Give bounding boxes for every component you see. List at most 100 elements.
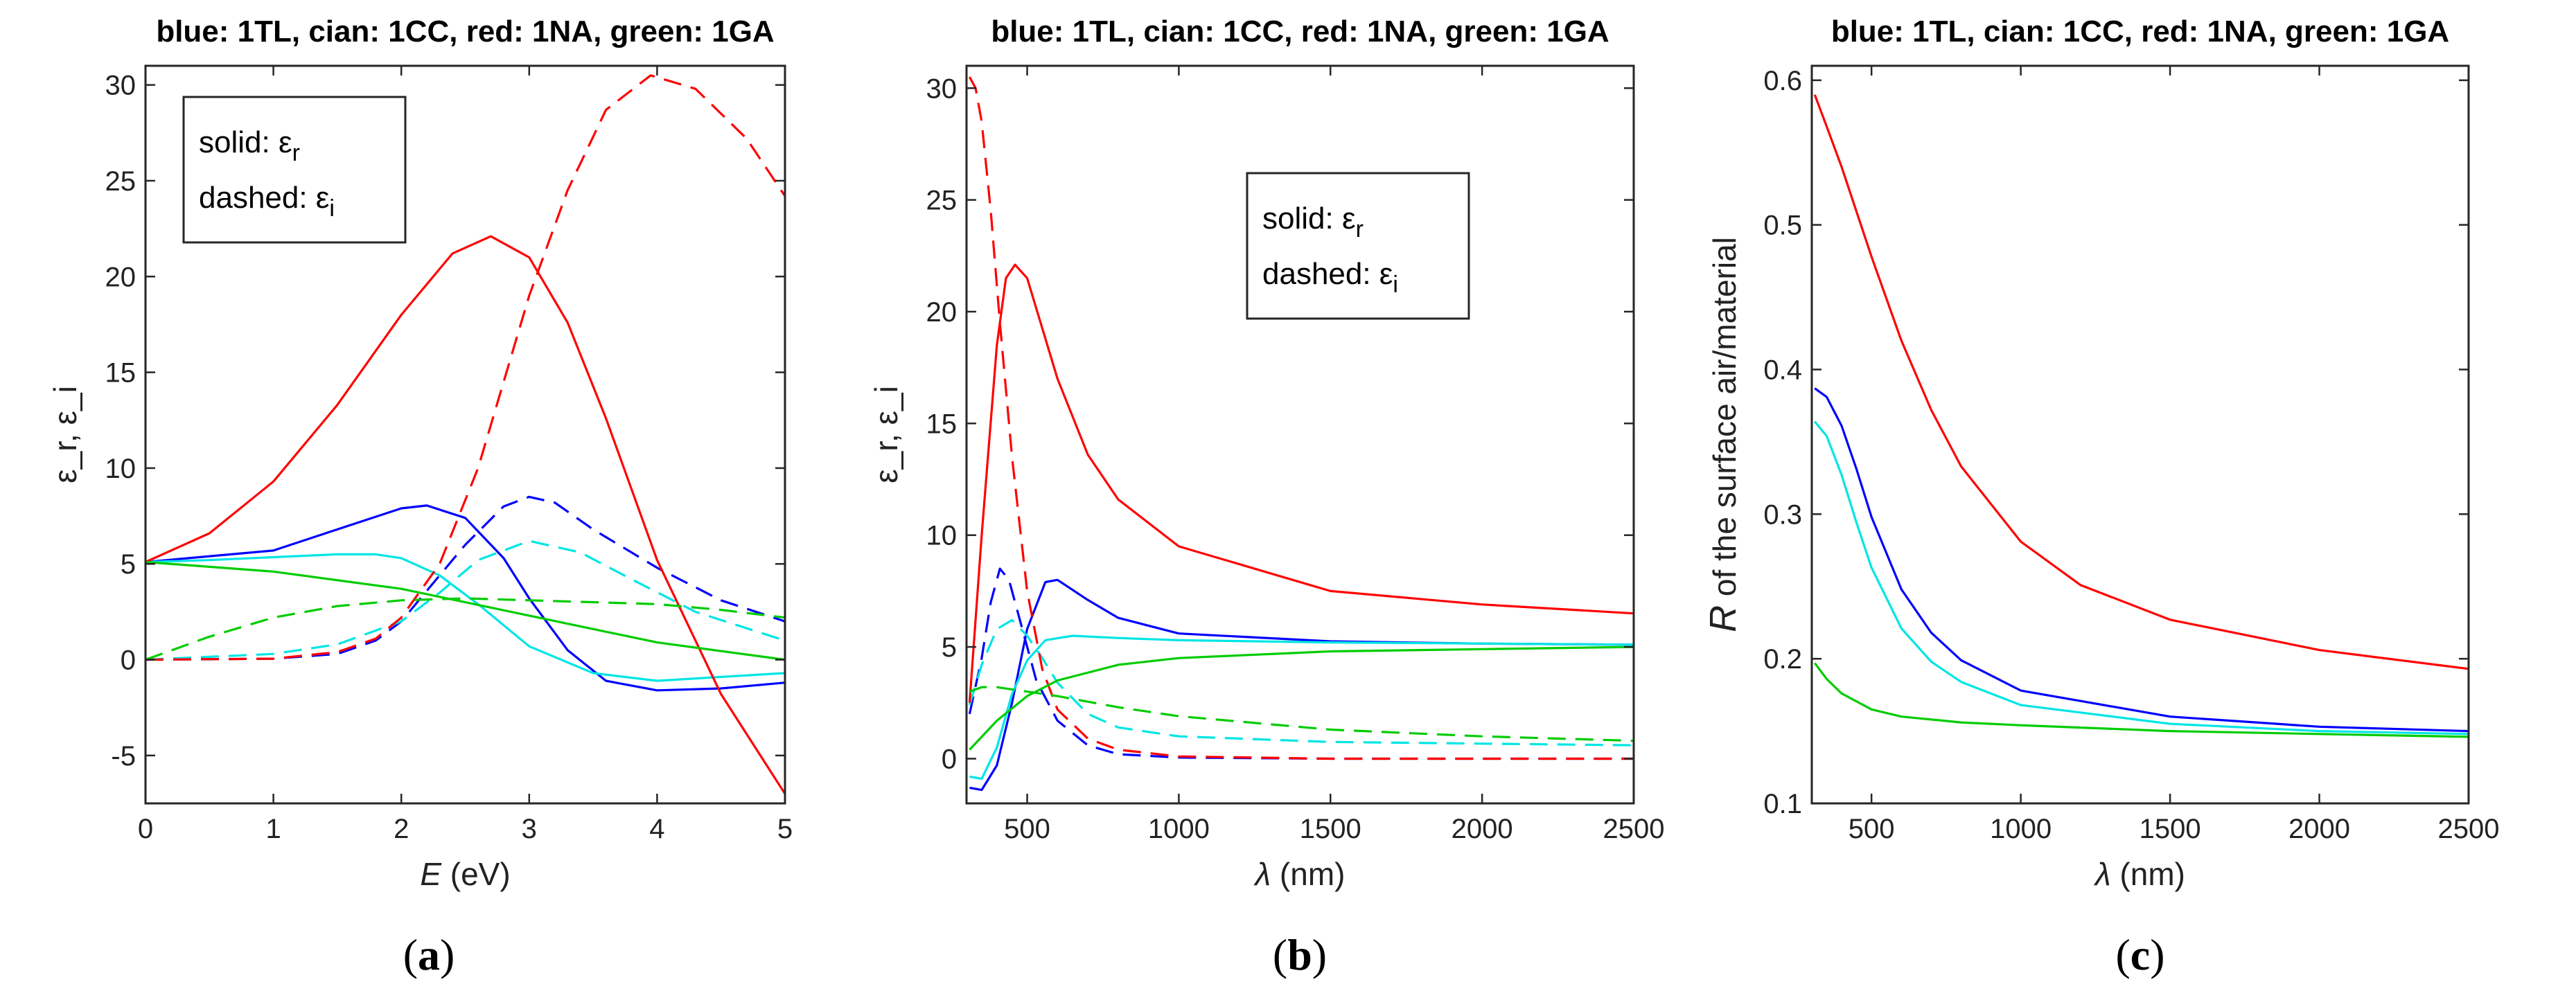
series-line (145, 235, 785, 795)
x-tick-label: 1500 (1300, 814, 1361, 844)
chart-title: blue: 1TL, cian: 1CC, red: 1NA, green: 1… (991, 15, 1609, 48)
y-tick-label: 0 (942, 744, 957, 774)
panel-caption-letter: a (418, 930, 440, 979)
plot-frame (1810, 64, 2470, 805)
series-line (968, 567, 1634, 760)
series-line (968, 618, 1634, 747)
legend-solid-main: solid: ε (1262, 202, 1356, 235)
series-line (145, 74, 785, 661)
legend-solid-sub: r (292, 140, 300, 166)
panel-b: blue: 1TL, cian: 1CC, red: 1NA, green: 1… (868, 15, 1664, 979)
y-tick-label: 15 (926, 409, 958, 439)
series-group (145, 74, 785, 795)
series-line (145, 560, 785, 661)
legend-dashed: dashed: εi (1262, 257, 1398, 298)
y-axis-label-var: R (1702, 605, 1744, 632)
legend-solid-sub: r (1356, 216, 1364, 242)
panel-caption: (a) (403, 930, 455, 979)
legend-dashed-main: dashed: ε (199, 181, 329, 215)
x-axis-label-unit: (eV) (441, 856, 511, 892)
y-tick-label: 0.6 (1763, 66, 1802, 96)
y-tick-label: 15 (105, 358, 136, 389)
series-line (1814, 420, 2469, 736)
x-tick-label: 2500 (1603, 814, 1665, 844)
y-tick-label: 20 (926, 297, 958, 328)
x-tick-label: 1000 (1990, 814, 2052, 844)
series-line (1813, 94, 2469, 670)
y-axis-label-rest: of the surface air/material (1706, 237, 1743, 605)
x-axis-label-var: λ (2093, 856, 2111, 892)
x-tick-label: 2 (394, 814, 409, 844)
legend-dashed: dashed: εi (199, 181, 335, 222)
x-axis-label-unit: (nm) (2111, 856, 2185, 892)
y-tick-label: 0.4 (1763, 355, 1802, 386)
series-line (968, 76, 1634, 760)
x-axis-label-var: λ (1253, 856, 1271, 892)
panel-caption-close: ) (440, 930, 455, 979)
y-tick-label: 30 (926, 73, 958, 104)
panel-caption-open: ( (403, 930, 418, 979)
panel-caption-close: ) (2150, 930, 2164, 979)
series-line (1814, 387, 2469, 733)
legend-box (182, 96, 407, 244)
y-tick-label: 0.5 (1763, 211, 1802, 241)
series-line (145, 597, 785, 661)
legend-dashed-sub: i (329, 195, 335, 222)
legend: solid: εr dashed: εi (182, 96, 407, 244)
x-tick-label: 1000 (1148, 814, 1210, 844)
plot-frame (144, 64, 786, 805)
series-line (145, 495, 785, 661)
series-line (969, 634, 1634, 781)
panel-caption-open: ( (2115, 930, 2130, 979)
legend-solid: solid: εr (1262, 202, 1364, 242)
x-tick-label: 500 (1004, 814, 1050, 844)
chart-title: blue: 1TL, cian: 1CC, red: 1NA, green: 1… (1831, 15, 2449, 48)
x-tick-label: 5 (777, 814, 793, 844)
legend-solid: solid: εr (199, 125, 300, 166)
panel-caption: (b) (1273, 930, 1327, 979)
y-tick-label: 10 (105, 454, 136, 484)
x-axis-label: λ (nm) (1253, 856, 1346, 892)
y-tick-label: 5 (942, 632, 957, 663)
y-tick-label: 25 (105, 166, 136, 197)
series-line (145, 540, 785, 661)
y-axis-label: R of the surface air/material (1702, 237, 1744, 632)
plot-frame (965, 64, 1635, 805)
panel-caption-close: ) (1312, 930, 1327, 979)
series-group (1813, 94, 2469, 738)
x-axis-label-var: E (420, 856, 442, 892)
legend: solid: εr dashed: εi (1246, 172, 1470, 320)
x-tick-label: 2000 (1452, 814, 1513, 844)
y-tick-label: 30 (105, 71, 136, 101)
panel-a: blue: 1TL, cian: 1CC, red: 1NA, green: 1… (47, 15, 793, 979)
legend-dashed-main: dashed: ε (1262, 257, 1393, 291)
y-tick-label: 0.1 (1763, 789, 1802, 819)
chart-title: blue: 1TL, cian: 1CC, red: 1NA, green: 1… (156, 15, 774, 48)
series-line (969, 645, 1634, 751)
x-tick-label: 1500 (2140, 814, 2201, 844)
x-axis-label: λ (nm) (2093, 856, 2185, 892)
panel-caption-letter: c (2131, 930, 2150, 979)
x-axis-label: E (eV) (420, 856, 510, 892)
y-tick-label: -5 (111, 741, 136, 772)
y-tick-label: 10 (926, 521, 958, 551)
panel-caption-open: ( (1273, 930, 1287, 979)
x-tick-label: 2000 (2288, 814, 2350, 844)
legend-solid-main: solid: ε (199, 125, 292, 159)
panel-caption-letter: b (1287, 930, 1312, 979)
series-line (1814, 662, 2469, 738)
x-tick-label: 4 (649, 814, 664, 844)
y-axis-label[interactable]: ε_r, ε_i (47, 386, 83, 483)
y-tick-label: 0 (121, 645, 136, 676)
series-line (968, 263, 1634, 703)
x-tick-label: 3 (522, 814, 537, 844)
panel-c: blue: 1TL, cian: 1CC, red: 1NA, green: 1… (1702, 15, 2499, 979)
y-axis-label[interactable]: ε_r, ε_i (868, 386, 904, 483)
series-line (969, 686, 1634, 742)
x-axis-label-unit: (nm) (1271, 856, 1345, 892)
x-tick-label: 0 (138, 814, 153, 844)
x-tick-label: 500 (1849, 814, 1895, 844)
y-tick-label: 5 (121, 549, 136, 580)
series-group (968, 76, 1634, 792)
